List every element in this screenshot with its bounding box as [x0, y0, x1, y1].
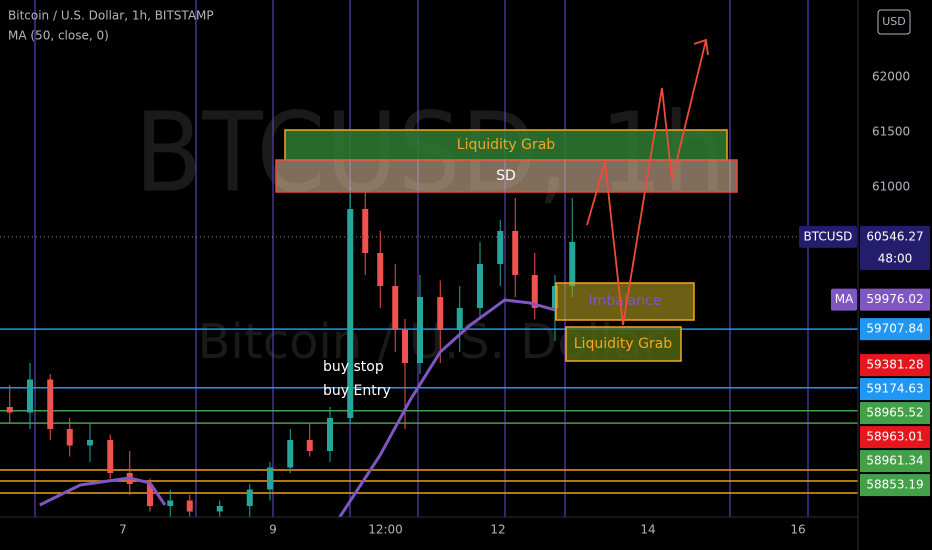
time-axis [0, 517, 858, 550]
currency[interactable]: USD [882, 15, 906, 28]
candle-body [377, 253, 384, 286]
indicator-title: MA (50, close, 0) [8, 29, 109, 43]
price-label: 58965.52 [866, 406, 923, 420]
candle-body [246, 489, 253, 506]
zones: Liquidity Grab SD Imbalance Liquidity Gr… [275, 38, 738, 399]
candle-body [66, 429, 73, 446]
candle-body [456, 308, 463, 330]
zone-sd [275, 159, 738, 193]
candle-body [216, 506, 223, 512]
price-label-bg [860, 354, 930, 377]
price-label: 59976.02 [866, 292, 923, 306]
x-tick-label: 7 [119, 523, 127, 537]
price-tag-bg [831, 288, 857, 311]
candle-body [477, 264, 483, 308]
price-label: 58961.34 [866, 454, 923, 468]
price-label-bg [860, 318, 930, 341]
candle-body [167, 500, 174, 506]
candle-body [362, 209, 369, 253]
x-tick-label: 12:00 [368, 523, 403, 537]
candle-body [267, 467, 273, 490]
projection-arrow [586, 38, 709, 326]
price-label-bg [860, 450, 930, 473]
price-label: 58853.19 [866, 478, 923, 492]
price-label-bg [860, 402, 930, 425]
zone-label: Liquidity Grab [574, 336, 673, 352]
candle-body [531, 275, 538, 308]
candle-body [437, 297, 444, 330]
currency-box[interactable] [877, 9, 911, 35]
price-label-bg [860, 426, 930, 449]
candle-body [87, 440, 93, 446]
price-tag: BTCUSD [804, 229, 853, 243]
candle-body [147, 484, 153, 506]
price-label: 59707.84 [866, 322, 923, 336]
price-label-bg [860, 378, 930, 401]
plot [0, 187, 858, 518]
candle-body [327, 418, 333, 451]
price-label: 59381.28 [866, 358, 923, 372]
price-countdown: 48:00 [878, 251, 913, 265]
candle-body [417, 297, 423, 363]
y-tick-label: 62000 [872, 70, 910, 84]
candle-body [569, 242, 576, 286]
price-label: 58963.01 [866, 430, 923, 444]
price-label: 60546.27 [866, 229, 923, 243]
candle-body [6, 407, 13, 413]
annotation: buy stop [323, 359, 384, 375]
price-label: 59174.63 [866, 382, 923, 396]
price-tag: MA [835, 292, 854, 306]
zone-label: Liquidity Grab [457, 137, 556, 153]
candle-body [47, 379, 54, 429]
candle-body [27, 379, 33, 413]
candle-body [497, 231, 504, 264]
chart-title: Bitcoin / U.S. Dollar, 1h, BITSTAMP [8, 9, 214, 23]
x-tick-label: 12 [490, 523, 505, 537]
y-tick-label: 61500 [872, 125, 910, 139]
price-label-bg [860, 474, 930, 497]
price-label-bg [860, 288, 930, 311]
session-lines [34, 0, 809, 517]
price-label-bg [860, 225, 930, 270]
candle-body [186, 500, 193, 512]
zone-label: SD [496, 168, 516, 184]
annotation: buy Entry [323, 383, 391, 399]
candle-body [347, 209, 354, 418]
candle-body [552, 286, 558, 308]
candle-body [392, 286, 399, 330]
x-tick-label: 14 [640, 523, 655, 537]
x-tick-label: 16 [790, 523, 805, 537]
candle-body [107, 440, 114, 473]
labels: 61000 61500 62000 7 9 12:00 12 14 16 60546.27 48:0… [119, 70, 930, 537]
candle-body [306, 440, 313, 451]
candle-body [512, 231, 519, 275]
price-tag-bg [799, 225, 857, 248]
candle-body [402, 330, 408, 363]
y-tick-label: 61000 [872, 180, 910, 194]
candle-body [287, 440, 294, 468]
x-tick-label: 9 [269, 523, 277, 537]
ma-line [39, 298, 556, 518]
zone-label: Imbalance [589, 293, 662, 309]
zone-liquidity [565, 326, 682, 362]
